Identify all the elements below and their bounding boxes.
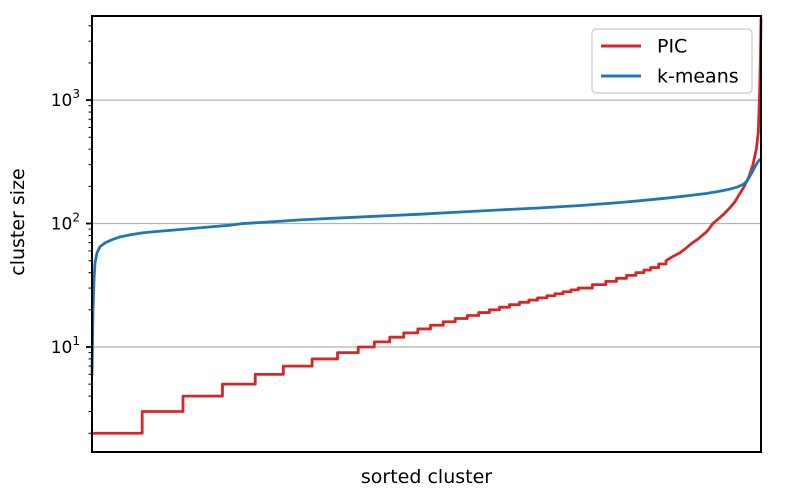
series-k-means	[90, 157, 762, 376]
y-axis-tick-labels: 101 102 103	[51, 87, 80, 358]
legend: PIC k-means	[591, 28, 753, 94]
legend-label: PIC	[657, 36, 687, 58]
grid-layer	[92, 99, 761, 348]
y-axis-ticks	[86, 25, 92, 434]
y-tick-label-10e1: 101	[51, 334, 80, 358]
legend-entry-pic: PIC	[601, 36, 687, 58]
y-tick-label-10e3: 103	[51, 87, 80, 111]
series-layer	[90, 18, 763, 435]
legend-entry-k-means: k-means	[601, 66, 739, 88]
series-pic	[92, 18, 763, 435]
plot-border	[91, 15, 762, 453]
y-axis-label: cluster size	[7, 168, 29, 276]
legend-label: k-means	[657, 66, 739, 88]
x-axis-label: sorted cluster	[361, 466, 492, 488]
y-tick-label-10e2: 102	[51, 211, 80, 235]
